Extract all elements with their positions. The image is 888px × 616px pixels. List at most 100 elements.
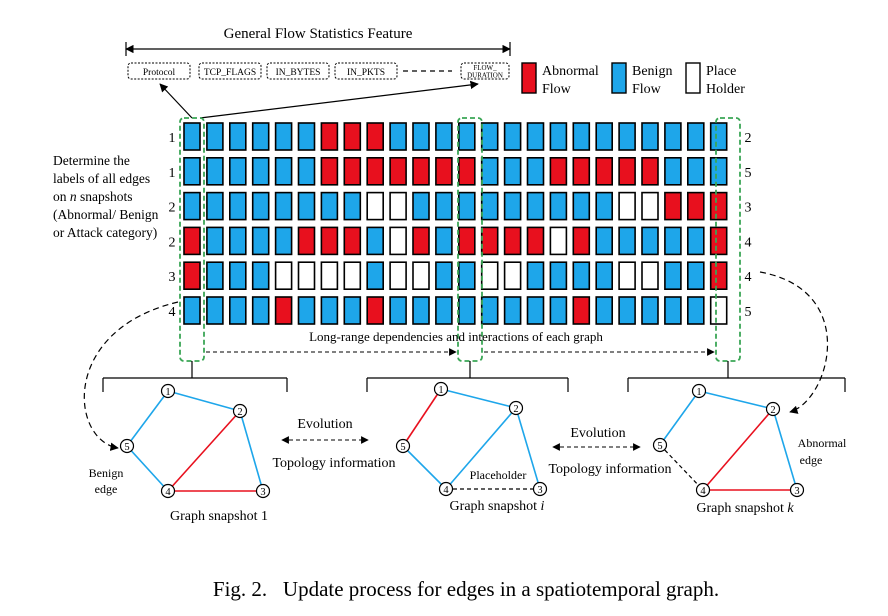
edge-cell <box>618 296 636 325</box>
benign-edge-label-2: edge <box>95 482 118 496</box>
edge-cell <box>595 191 614 221</box>
graph-node-label: 5 <box>124 442 129 453</box>
graph-node: 2 <box>508 400 524 416</box>
edge-cell <box>526 191 545 221</box>
placeholder-label: Placeholder <box>470 468 527 482</box>
edge-cell <box>320 191 339 221</box>
graph-edge-benign <box>126 390 169 447</box>
edge-cell <box>320 226 339 256</box>
edge-cell <box>251 226 270 256</box>
edge-cell <box>664 261 682 291</box>
edge-cell <box>412 296 430 325</box>
edge-cell <box>457 296 476 325</box>
edge-cell <box>549 157 568 186</box>
edge-cell <box>664 296 682 325</box>
graph-edge-placeholder <box>659 444 704 491</box>
graph-node: 4 <box>438 481 454 497</box>
edge-cell <box>503 296 522 325</box>
edge-cell <box>503 191 522 221</box>
snapshot-column-highlight-k <box>715 117 741 362</box>
benign-edge-label-1: Benign <box>89 466 124 480</box>
graph-node-label: 5 <box>400 442 405 453</box>
edge-cell <box>320 261 339 291</box>
graph-edge-benign <box>698 390 774 410</box>
legend-swatch <box>685 62 701 94</box>
graph-snapshots: 1 2 3 4 5 Graph snapshot 1 1 2 3 4 5 Graph snapshot… <box>119 381 805 524</box>
edge-cell <box>183 157 201 186</box>
graph-edge-benign <box>445 407 517 490</box>
edge-cell <box>686 157 705 186</box>
edge-cell <box>251 261 270 291</box>
graph-node-label: 2 <box>237 407 242 418</box>
side-note: Determine the labels of all edges on n sna… <box>53 153 159 240</box>
edge-cell <box>251 296 270 325</box>
row-left-label: 4 <box>169 305 176 320</box>
edge-cell <box>274 191 293 221</box>
edge-cell <box>389 226 407 256</box>
graph-node: 3 <box>789 482 805 498</box>
figure-caption: Fig. 2. Update process for edges in a sp… <box>213 577 719 601</box>
edge-cell <box>297 191 316 221</box>
row-left-label: 2 <box>169 201 176 216</box>
edge-cell <box>366 191 385 221</box>
row-right-label: 4 <box>745 270 752 285</box>
feature-link-arrow <box>159 83 193 119</box>
edge-cell <box>480 157 499 186</box>
feature-label: TCP_FLAGS <box>204 68 256 78</box>
graph-snapshot: 1 2 3 4 5 Graph snapshot i <box>395 381 548 514</box>
edge-cell <box>709 122 728 151</box>
edge-cell <box>343 157 362 186</box>
graph-node-label: 4 <box>165 487 171 498</box>
edge-cell <box>572 157 591 186</box>
legend-item: Place Holder <box>685 62 745 97</box>
edge-cell <box>435 157 453 186</box>
edge-cell <box>641 296 659 325</box>
edge-cell <box>274 157 293 186</box>
edge-cell <box>618 157 636 186</box>
graph-edge-benign <box>440 388 517 409</box>
feature-box: IN_PKTS <box>334 62 398 80</box>
edge-cell <box>618 122 636 151</box>
feature-box: TCP_FLAGS <box>198 62 262 80</box>
edge-cell <box>435 226 453 256</box>
graph-node: 2 <box>765 401 781 417</box>
edge-cell <box>251 122 270 151</box>
legend-label: Place <box>706 64 736 79</box>
graph-node-label: 1 <box>438 385 443 396</box>
edge-cell <box>389 296 407 325</box>
feature-label: DURATION <box>467 72 503 80</box>
edge-cell <box>183 261 201 291</box>
row-right-label: 5 <box>745 166 752 181</box>
edge-cell <box>664 122 682 151</box>
legend-label: Benign <box>632 64 672 79</box>
edge-cell <box>572 191 591 221</box>
graph-edge-benign <box>659 390 700 446</box>
edge-cell <box>412 157 430 186</box>
snapshot-column-highlight-1 <box>179 117 205 362</box>
feature-header: General Flow Statistics Feature Protocol… <box>125 26 511 119</box>
edge-cell <box>206 122 224 151</box>
edge-cell <box>183 226 201 256</box>
legend: Abnormal Flow Benign Flow Place Holder <box>521 62 745 97</box>
edge-cell <box>229 261 247 291</box>
row-left-label: 1 <box>169 166 176 181</box>
edge-cell <box>343 122 362 151</box>
row-right-label: 3 <box>745 201 752 216</box>
feature-label: IN_BYTES <box>276 68 321 78</box>
graph-node: 5 <box>119 438 135 454</box>
edge-cell <box>549 191 568 221</box>
graph-caption: Graph snapshot 1 <box>170 509 268 524</box>
graph-snapshot: 1 2 3 4 5 Graph snapshot k <box>652 383 805 516</box>
legend-item: Benign Flow <box>611 62 672 97</box>
edge-cell <box>412 122 430 151</box>
evolution-label-2: Evolution <box>570 426 625 441</box>
graph-node: 3 <box>532 481 548 497</box>
edge-cell <box>297 296 316 325</box>
edge-cell <box>572 261 591 291</box>
edge-cell <box>457 122 476 151</box>
edge-cell <box>709 157 728 186</box>
graph-caption: Graph snapshot k <box>696 501 794 516</box>
graph-node: 4 <box>160 483 176 499</box>
edge-cell <box>480 191 499 221</box>
